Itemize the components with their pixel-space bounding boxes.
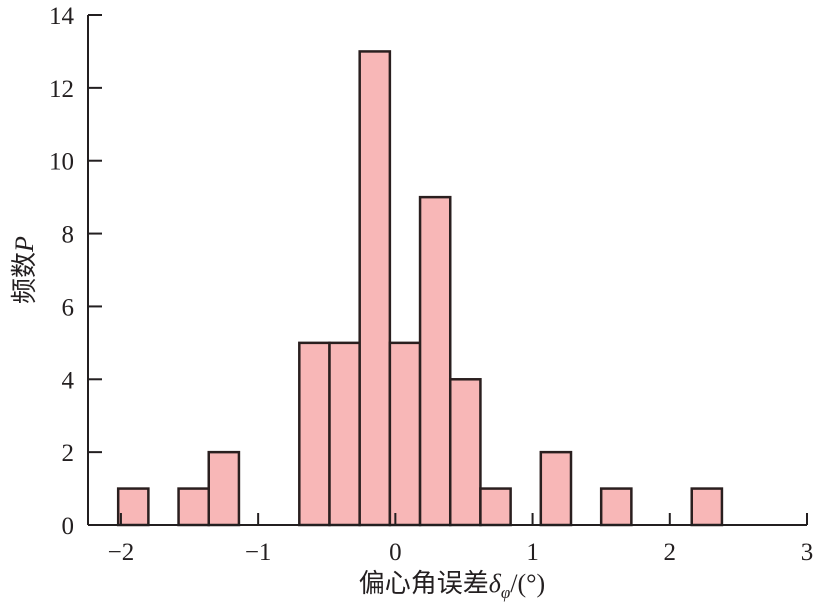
- histogram-bar: [599, 487, 633, 527]
- y-tick-label: 12: [49, 76, 74, 103]
- y-tick-label: 0: [62, 513, 75, 540]
- x-tick-label: 1: [526, 539, 539, 566]
- x-tick-label: 2: [664, 539, 677, 566]
- histogram-bar: [479, 487, 512, 527]
- y-axis-title: 频数P: [10, 236, 39, 304]
- histogram-bar: [539, 450, 573, 527]
- y-tick-label: 6: [62, 294, 75, 321]
- histogram-bar: [358, 50, 392, 527]
- bars-group: [116, 50, 724, 527]
- y-tick-label: 10: [49, 149, 74, 176]
- histogram-bar: [207, 450, 241, 527]
- histogram-bar: [448, 378, 482, 527]
- histogram-bar: [388, 341, 422, 527]
- y-tick-label: 4: [62, 367, 75, 394]
- x-tick-label: 3: [801, 539, 814, 566]
- histogram-bar: [298, 341, 331, 527]
- y-tick-label: 2: [62, 440, 75, 467]
- histogram-bar: [690, 487, 724, 527]
- y-tick-label: 14: [49, 3, 75, 30]
- x-tick-label: −2: [108, 539, 135, 566]
- x-tick-label: 0: [389, 539, 402, 566]
- histogram-bar: [418, 195, 452, 527]
- x-axis-title: 偏心角误差δφ/(°): [359, 569, 545, 602]
- histogram-bar: [328, 341, 361, 527]
- axes-group: [87, 14, 808, 526]
- x-tick-label: −1: [245, 539, 272, 566]
- histogram-bar: [177, 487, 210, 527]
- histogram-bar: [116, 487, 150, 527]
- y-tick-label: 8: [62, 222, 75, 249]
